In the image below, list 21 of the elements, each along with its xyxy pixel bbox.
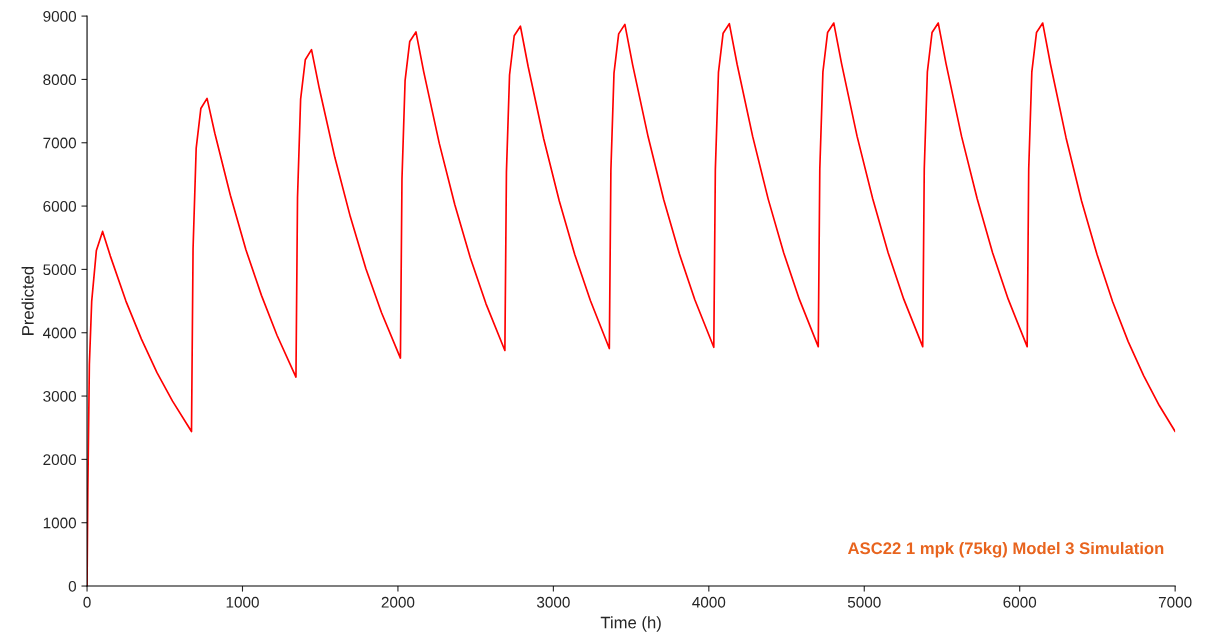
y-tick-label: 5000 [43, 264, 77, 276]
y-tick-label: 4000 [43, 327, 77, 339]
y-tick-label: 0 [68, 580, 77, 592]
y-tick-label: 3000 [43, 390, 77, 402]
y-tick-label: 8000 [43, 74, 77, 86]
y-tick-label: 7000 [43, 137, 77, 149]
x-tick-label: 1000 [226, 596, 259, 608]
y-tick-label: 6000 [43, 200, 77, 212]
x-tick-label: 2000 [381, 596, 415, 608]
x-tick-label: 4000 [692, 596, 726, 608]
x-tick-label: 0 [83, 596, 91, 608]
y-tick-label: 2000 [43, 454, 77, 466]
annotation: ASC22 1 mpk (75kg) Model 3 Simulation [847, 541, 1164, 558]
x-tick-label: 3000 [536, 596, 570, 608]
x-tick-label: 6000 [1003, 596, 1037, 608]
x-axis-title: Time (h) [600, 616, 661, 632]
y-axis-title: Predicted [21, 266, 34, 335]
y-tick-label: 9000 [43, 10, 77, 22]
y-tick-label: 1000 [43, 517, 77, 529]
x-tick-label: 7000 [1158, 596, 1192, 608]
x-tick-label: 5000 [847, 596, 881, 608]
